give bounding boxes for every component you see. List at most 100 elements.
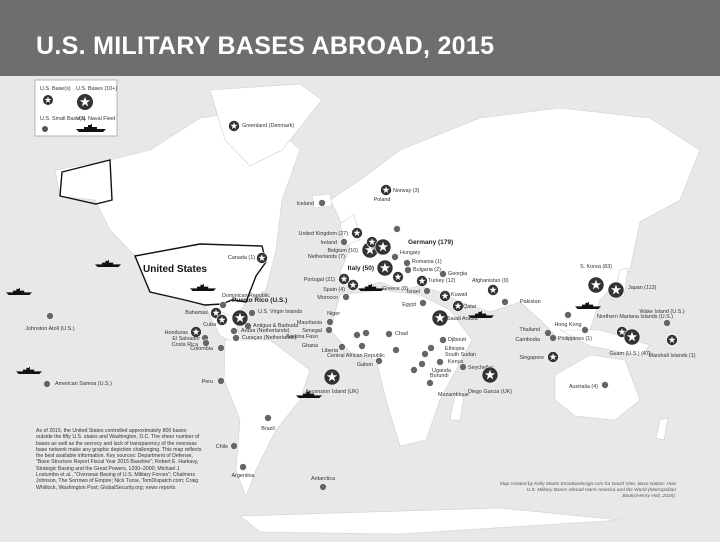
base-marker: Qatar — [452, 300, 477, 312]
base-marker: Kenya — [436, 358, 463, 366]
base-label: Johnston Atoll (U.S.) — [25, 326, 74, 332]
base-small-icon — [230, 442, 238, 450]
base-label: Diego Garcia (UK) — [468, 389, 512, 395]
base-label: Saudi Arabia — [447, 316, 478, 322]
base-label: Poland — [374, 197, 391, 203]
base-small-icon — [564, 311, 572, 319]
antarctica — [239, 507, 621, 535]
base-marker: Georgia — [439, 270, 467, 278]
base-marker: Thailand — [519, 327, 552, 337]
base-label: Burundi — [430, 373, 449, 379]
base-marker: Antigua & Barbuda — [244, 322, 298, 330]
base-marker: Costa Rica — [172, 339, 210, 348]
base-label: Northern Mariana Islands (U.S.) — [597, 314, 673, 320]
base-label: Burkina Faso — [286, 334, 318, 340]
base-label: Greenland (Denmark) — [242, 123, 294, 129]
base-label: Iceland — [297, 201, 314, 207]
base-marker: Ethiopia — [427, 344, 464, 352]
base-small-icon — [436, 358, 444, 366]
base-label: Seychelles — [468, 365, 494, 371]
base-small-icon — [217, 377, 225, 385]
base-small-icon — [342, 293, 350, 301]
base-marker: Dominican Republic — [219, 293, 270, 309]
base-label: Cambodia — [515, 337, 540, 343]
legend-small-base-label: U.S. Small Base(s) — [40, 116, 86, 122]
base-label: Argentina — [231, 473, 254, 479]
base-marker: U.S. Virgin Islands — [248, 309, 303, 317]
base-label: Curaçao (Netherlands) — [242, 335, 297, 341]
base-marker: Afghanistan (9) — [472, 278, 509, 296]
base-marker: Central African Republic — [327, 346, 400, 359]
base-marker: Kuwait — [439, 290, 468, 302]
base-label: Brazil — [261, 426, 274, 432]
base-small-icon — [362, 329, 370, 337]
base-label: United Kingdom (27) — [299, 231, 349, 237]
base-small-icon — [421, 350, 429, 358]
base-label: Morocco — [317, 295, 338, 301]
base-label: Israel — [407, 289, 420, 295]
base-label: Chad — [395, 331, 408, 337]
base-marker: Turkey (12) — [416, 275, 456, 287]
base-marker: Japan (113) — [607, 281, 657, 299]
base-label: Ethiopia — [445, 346, 464, 352]
base-marker: Mauritania — [297, 318, 334, 326]
base-marker: Burkina Faso — [286, 331, 361, 340]
base-label: El Salvador — [172, 336, 200, 342]
base-marker: Italy (50) — [348, 259, 394, 277]
base-small-icon — [426, 379, 434, 387]
base-marker: Chad — [385, 330, 408, 338]
base-small-icon — [325, 326, 333, 334]
base-marker: Netherlands (7) — [308, 236, 378, 260]
base-small-icon — [419, 299, 427, 307]
base-marker: Seychelles — [459, 363, 494, 371]
base-small-icon — [385, 330, 393, 338]
base-label: Japan (113) — [628, 285, 657, 291]
base-small-icon — [544, 329, 552, 337]
base-label: Dominican Republic — [222, 293, 270, 299]
base-label: Kuwait — [451, 292, 468, 298]
base-small-icon — [219, 301, 227, 309]
base-label: Ascension Island (UK) — [305, 389, 359, 395]
base-small-icon — [353, 331, 361, 339]
base-label: S. Korea (83) — [580, 264, 612, 270]
base-label: Chile — [216, 444, 228, 450]
base-label: Aruba (Netherlands) — [241, 328, 290, 334]
base-label: Gabon — [357, 362, 373, 368]
legend-naval-fleet-label: U.S. Naval Fleet — [76, 116, 116, 122]
base-small-icon — [239, 463, 247, 471]
base-label: Belgium (10) — [327, 248, 358, 254]
base-marker: Pakistan — [501, 298, 541, 306]
base-marker: Gabon — [357, 357, 383, 368]
base-small-icon — [423, 287, 431, 295]
base-label: Canada (1) — [228, 255, 255, 261]
base-label: Niger — [327, 311, 340, 317]
base-small-icon — [549, 334, 557, 342]
base-label: Mozambique — [438, 392, 469, 398]
base-marker: Bahamas — [185, 307, 222, 319]
base-label: Bahamas — [185, 310, 208, 316]
base-small-icon — [340, 238, 348, 246]
base-marker: Ghana — [302, 342, 366, 350]
naval-fleet-ship-icon — [95, 260, 121, 267]
base-small-icon — [410, 366, 418, 374]
base-label: Thailand — [519, 327, 540, 333]
base-label: Uganda — [432, 368, 451, 374]
base-label: Ghana — [302, 343, 318, 349]
base-label: Spain (4) — [323, 287, 345, 293]
base-marker: Portugal (21) — [304, 273, 350, 285]
base-label: Central African Republic — [327, 353, 385, 359]
base-small-icon — [338, 343, 346, 351]
base-marker: Cuba — [203, 314, 228, 328]
base-marker: Argentina — [231, 463, 255, 479]
base-small-icon — [318, 199, 326, 207]
base-small-icon — [663, 319, 671, 327]
base-marker: Bulgaria (2) — [404, 266, 441, 274]
base-small-icon — [202, 339, 210, 347]
base-marker: Uganda — [418, 360, 451, 374]
base-marker: Australia (4) — [569, 381, 609, 390]
base-small-icon — [230, 327, 238, 335]
base-marker: Cambodia — [515, 334, 557, 343]
base-marker: Wake Island (U.S.) — [639, 309, 685, 327]
legend-bases-large-icon — [77, 94, 93, 110]
base-label: Puerto Rico (U.S.) — [232, 297, 287, 304]
